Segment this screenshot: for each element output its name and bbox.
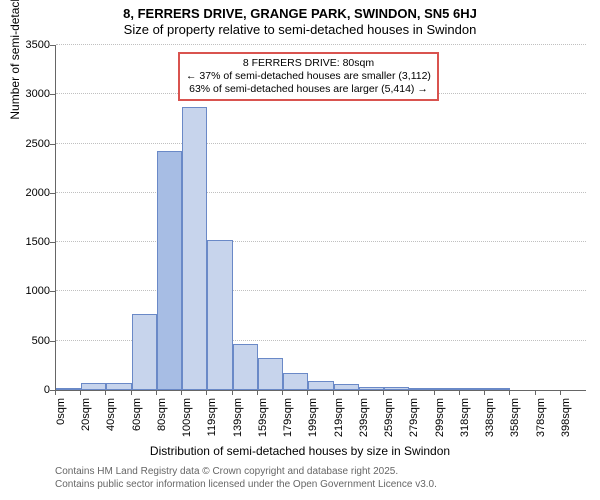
x-tick-label: 259sqm (383, 398, 395, 448)
x-tick-mark (206, 390, 207, 395)
chart-title-desc: Size of property relative to semi-detach… (0, 22, 600, 37)
chart-title-address: 8, FERRERS DRIVE, GRANGE PARK, SWINDON, … (0, 6, 600, 21)
x-tick-label: 199sqm (307, 398, 319, 448)
footer-line-1: Contains HM Land Registry data © Crown c… (55, 466, 398, 477)
x-tick-label: 219sqm (333, 398, 345, 448)
x-tick-label: 20sqm (80, 398, 92, 448)
x-tick-mark (535, 390, 536, 395)
x-tick-mark (282, 390, 283, 395)
x-tick-label: 239sqm (358, 398, 370, 448)
x-tick-label: 179sqm (282, 398, 294, 448)
bar (435, 388, 460, 390)
y-tick-label: 1000 (5, 285, 50, 297)
legend-line3: 63% of semi-detached houses are larger (… (186, 83, 431, 96)
x-tick-mark (560, 390, 561, 395)
x-tick-label: 279sqm (408, 398, 420, 448)
x-tick-label: 60sqm (131, 398, 143, 448)
x-tick-mark (459, 390, 460, 395)
x-tick-label: 318sqm (459, 398, 471, 448)
x-tick-label: 358sqm (509, 398, 521, 448)
x-tick-label: 119sqm (206, 398, 218, 448)
gridline (56, 290, 586, 291)
x-tick-label: 159sqm (257, 398, 269, 448)
bar (81, 383, 106, 390)
x-tick-mark (232, 390, 233, 395)
gridline (56, 241, 586, 242)
y-tick-label: 0 (5, 384, 50, 396)
bar (359, 387, 384, 390)
x-tick-label: 100sqm (181, 398, 193, 448)
x-tick-mark (434, 390, 435, 395)
x-tick-mark (257, 390, 258, 395)
legend-line2: ← 37% of semi-detached houses are smalle… (186, 70, 431, 83)
y-tick-label: 1500 (5, 236, 50, 248)
y-axis-label: Number of semi-detached properties (8, 0, 22, 120)
bar (308, 381, 333, 390)
x-tick-mark (509, 390, 510, 395)
bar (334, 384, 359, 390)
x-axis-label: Distribution of semi-detached houses by … (0, 444, 600, 458)
bar (106, 383, 131, 390)
x-tick-label: 338sqm (484, 398, 496, 448)
bar (258, 358, 283, 390)
x-tick-label: 80sqm (156, 398, 168, 448)
x-tick-label: 378sqm (535, 398, 547, 448)
x-tick-label: 398sqm (560, 398, 572, 448)
bar (485, 388, 510, 390)
bar (207, 240, 232, 390)
x-tick-mark (383, 390, 384, 395)
x-tick-label: 299sqm (434, 398, 446, 448)
y-tick-label: 500 (5, 335, 50, 347)
x-tick-label: 139sqm (232, 398, 244, 448)
gridline (56, 44, 586, 45)
x-tick-mark (484, 390, 485, 395)
x-tick-mark (307, 390, 308, 395)
x-tick-mark (55, 390, 56, 395)
bar (460, 388, 485, 390)
chart-container: 8, FERRERS DRIVE, GRANGE PARK, SWINDON, … (0, 0, 600, 500)
bar (157, 151, 182, 390)
x-tick-mark (105, 390, 106, 395)
y-tick-label: 2000 (5, 187, 50, 199)
gridline (56, 143, 586, 144)
bar (132, 314, 157, 390)
bar (233, 344, 258, 390)
x-tick-label: 0sqm (55, 398, 67, 448)
bar (384, 387, 409, 390)
gridline (56, 192, 586, 193)
bar (409, 388, 434, 390)
x-tick-mark (358, 390, 359, 395)
x-tick-mark (333, 390, 334, 395)
x-tick-label: 40sqm (105, 398, 117, 448)
footer-line-2: Contains public sector information licen… (55, 479, 437, 490)
y-tick-label: 3500 (5, 39, 50, 51)
y-tick-label: 2500 (5, 138, 50, 150)
y-tick-label: 3000 (5, 88, 50, 100)
highlight-legend: 8 FERRERS DRIVE: 80sqm ← 37% of semi-det… (178, 52, 439, 101)
bar (283, 373, 308, 390)
x-tick-mark (80, 390, 81, 395)
x-tick-mark (408, 390, 409, 395)
x-tick-mark (156, 390, 157, 395)
bar (182, 107, 207, 390)
x-tick-mark (181, 390, 182, 395)
legend-line1: 8 FERRERS DRIVE: 80sqm (186, 57, 431, 70)
x-tick-mark (131, 390, 132, 395)
bar (56, 388, 81, 390)
